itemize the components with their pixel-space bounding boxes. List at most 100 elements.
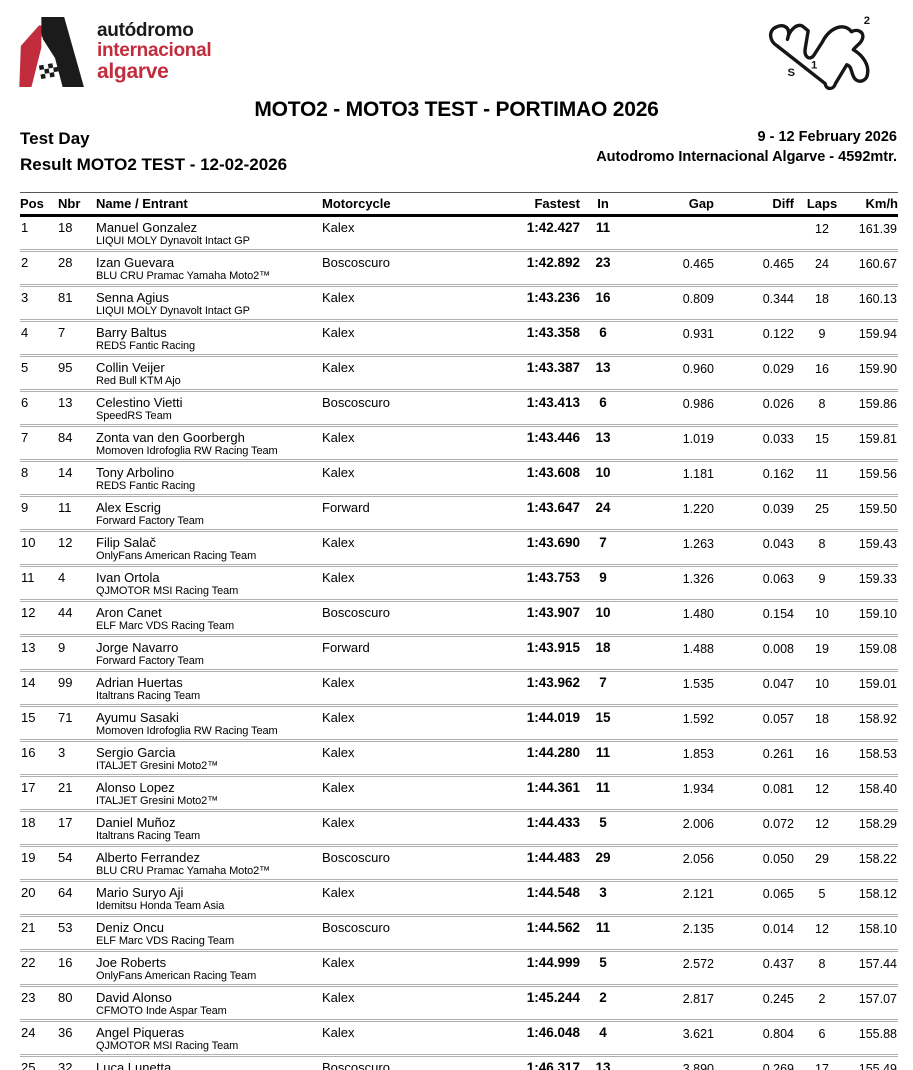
cell-diff: 0.245 <box>762 991 794 1006</box>
cell-position: 22 <box>21 954 36 970</box>
cell-diff: 0.029 <box>762 361 794 376</box>
table-row: 2 28 Izan Guevara BLU CRU Pramac Yamaha … <box>20 250 898 286</box>
cell-kmh: 155.88 <box>858 1026 897 1041</box>
cell-in-lap: 13 <box>595 1059 611 1070</box>
cell-in-lap: 4 <box>599 1024 607 1040</box>
cell-number: 28 <box>58 254 73 270</box>
cell-number: 44 <box>58 604 73 620</box>
cell-number: 7 <box>58 324 66 340</box>
cell-name-entrant: Deniz Oncu ELF Marc VDS Racing Team <box>96 915 322 950</box>
entrant-name: BLU CRU Pramac Yamaha Moto2™ <box>96 269 271 282</box>
rider-name: Senna Agius <box>96 289 170 305</box>
cell-laps: 11 <box>815 466 829 481</box>
rider-name: Alonso Lopez <box>96 779 175 795</box>
cell-kmh: 155.49 <box>858 1061 897 1070</box>
rider-name: Sergio Garcia <box>96 744 176 760</box>
cell-name-entrant: Filip Salač OnlyFans American Racing Tea… <box>96 530 322 565</box>
cell-laps: 6 <box>818 1026 826 1041</box>
cell-in-lap: 3 <box>599 884 607 900</box>
col-header-fastest: Fastest <box>480 191 580 217</box>
cell-name-entrant: Mario Suryo Aji Idemitsu Honda Team Asia <box>96 880 322 915</box>
cell-position: 4 <box>21 324 29 340</box>
cell-kmh: 159.08 <box>858 641 897 656</box>
cell-fastest: 1:45.244 <box>526 989 580 1005</box>
cell-number: 95 <box>58 359 73 375</box>
cell-motorcycle: Kalex <box>322 219 355 235</box>
cell-laps: 18 <box>815 711 829 726</box>
cell-kmh: 158.29 <box>858 816 897 831</box>
cell-position: 19 <box>21 849 36 865</box>
cell-laps: 19 <box>815 641 829 656</box>
cell-in-lap: 5 <box>599 954 607 970</box>
cell-fastest: 1:43.236 <box>526 289 580 305</box>
cell-laps: 18 <box>815 291 829 306</box>
table-row: 1 18 Manuel Gonzalez LIQUI MOLY Dynavolt… <box>20 215 898 251</box>
cell-kmh: 161.39 <box>858 221 897 236</box>
col-header-gap: Gap <box>626 191 714 217</box>
cell-in-lap: 16 <box>595 289 611 305</box>
table-row: 4 7 Barry Baltus REDS Fantic Racing Kale… <box>20 320 898 356</box>
col-header-kmh: Km/h <box>850 191 898 217</box>
cell-position: 15 <box>21 709 36 725</box>
table-row: 21 53 Deniz Oncu ELF Marc VDS Racing Tea… <box>20 915 898 951</box>
cell-position: 12 <box>21 604 36 620</box>
cell-diff: 0.344 <box>762 291 794 306</box>
table-header-row: Pos Nbr Name / Entrant Motorcycle Fastes… <box>20 191 898 217</box>
entrant-name: Forward Factory Team <box>96 514 204 527</box>
cell-number: 71 <box>58 709 73 725</box>
cell-position: 9 <box>21 499 29 515</box>
cell-fastest: 1:43.387 <box>526 359 580 375</box>
table-row: 5 95 Collin Veijer Red Bull KTM Ajo Kale… <box>20 355 898 391</box>
cell-laps: 8 <box>818 956 826 971</box>
cell-position: 25 <box>21 1059 36 1070</box>
entrant-name: LIQUI MOLY Dynavolt Intact GP <box>96 234 250 247</box>
table-row: 22 16 Joe Roberts OnlyFans American Raci… <box>20 950 898 986</box>
entrant-name: Forward Factory Team <box>96 654 204 667</box>
page-title: MOTO2 - MOTO3 TEST - PORTIMAO 2026 <box>254 98 659 121</box>
cell-diff: 0.162 <box>762 466 794 481</box>
cell-position: 11 <box>21 569 35 585</box>
table-row: 18 17 Daniel Muñoz Italtrans Racing Team… <box>20 810 898 846</box>
cell-name-entrant: Alonso Lopez ITALJET Gresini Moto2™ <box>96 775 322 810</box>
cell-gap: 1.488 <box>682 641 714 656</box>
rider-name: Ivan Ortola <box>96 569 160 585</box>
cell-position: 3 <box>21 289 29 305</box>
cell-in-lap: 11 <box>595 779 611 795</box>
cell-position: 23 <box>21 989 36 1005</box>
cell-gap: 0.465 <box>682 256 714 271</box>
table-row: 17 21 Alonso Lopez ITALJET Gresini Moto2… <box>20 775 898 811</box>
cell-in-lap: 11 <box>595 219 611 235</box>
col-header-nbr: Nbr <box>58 191 96 217</box>
cell-name-entrant: Alex Escrig Forward Factory Team <box>96 495 322 530</box>
cell-name-entrant: Senna Agius LIQUI MOLY Dynavolt Intact G… <box>96 285 322 320</box>
cell-fastest: 1:44.361 <box>526 779 580 795</box>
rider-name: Manuel Gonzalez <box>96 219 198 235</box>
cell-diff: 0.072 <box>762 816 794 831</box>
logo-line-1: autódromo <box>97 20 194 42</box>
cell-kmh: 159.94 <box>858 326 897 341</box>
cell-laps: 24 <box>815 256 829 271</box>
table-row: 13 9 Jorge Navarro Forward Factory Team … <box>20 635 898 671</box>
track-label-turn2: 2 <box>864 15 870 27</box>
cell-diff: 0.057 <box>762 711 794 726</box>
cell-diff: 0.804 <box>762 1026 794 1041</box>
cell-name-entrant: Izan Guevara BLU CRU Pramac Yamaha Moto2… <box>96 250 322 285</box>
cell-motorcycle: Kalex <box>322 884 355 900</box>
cell-kmh: 159.43 <box>858 536 897 551</box>
cell-number: 17 <box>58 814 73 830</box>
cell-fastest: 1:43.608 <box>526 464 580 480</box>
circuit-logo: autódromo internacional algarve <box>14 12 212 92</box>
cell-number: 53 <box>58 919 73 935</box>
cell-laps: 2 <box>818 991 826 1006</box>
cell-diff: 0.065 <box>762 886 794 901</box>
cell-number: 99 <box>58 674 73 690</box>
table-row: 6 13 Celestino Vietti SpeedRS Team Bosco… <box>20 390 898 426</box>
cell-position: 8 <box>21 464 29 480</box>
rider-name: Izan Guevara <box>96 254 175 270</box>
results-table: Pos Nbr Name / Entrant Motorcycle Fastes… <box>20 191 898 1070</box>
cell-number: 18 <box>58 219 73 235</box>
table-row: 19 54 Alberto Ferrandez BLU CRU Pramac Y… <box>20 845 898 881</box>
table-row: 8 14 Tony Arbolino REDS Fantic Racing Ka… <box>20 460 898 496</box>
cell-kmh: 158.10 <box>858 921 897 936</box>
